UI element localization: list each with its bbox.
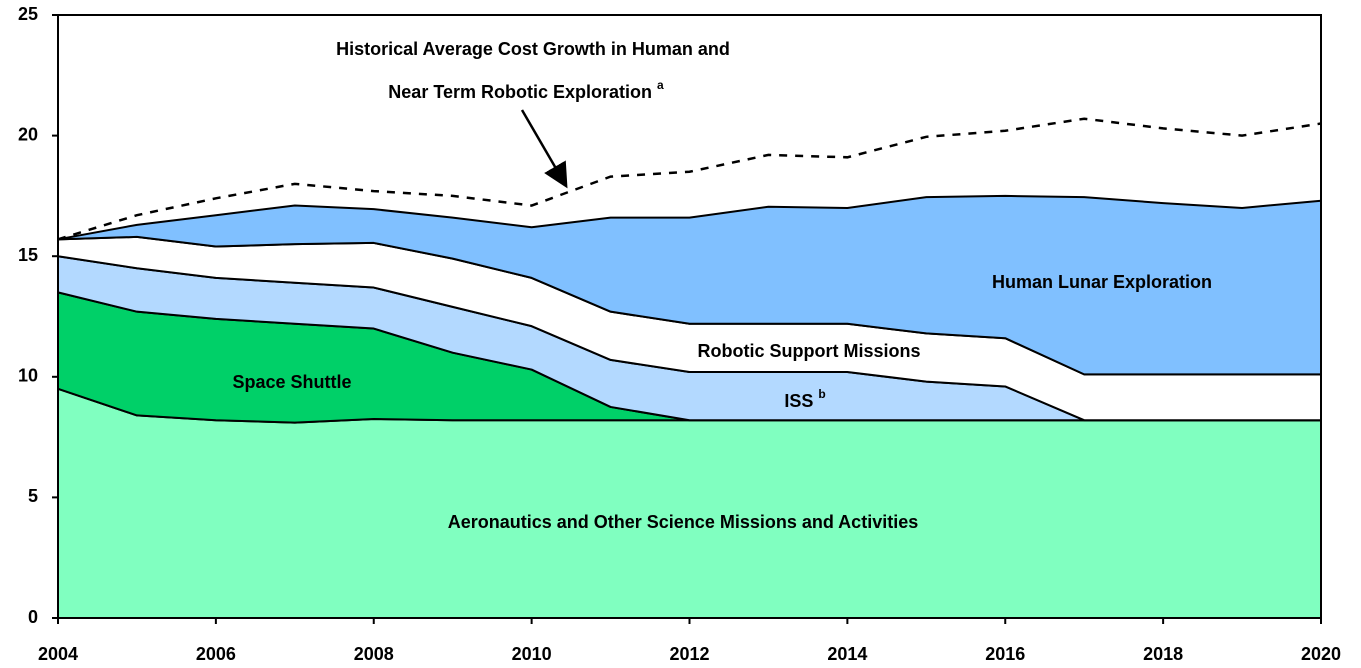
series-label: Aeronautics and Other Science Missions a… (448, 512, 918, 532)
x-tick-label: 2004 (38, 644, 78, 664)
series-name: Space Shuttle (232, 372, 351, 392)
x-tick-label: 2010 (512, 644, 552, 664)
annotation-text: Historical Average Cost Growth in Human … (336, 39, 730, 59)
annotation-arrow (520, 109, 568, 189)
area (57, 387, 1322, 619)
y-tick-label: 25 (18, 4, 38, 24)
footnote-mark: b (818, 387, 825, 401)
x-tick-label: 2016 (985, 644, 1025, 664)
annotation: Historical Average Cost Growth in Human … (336, 39, 730, 59)
x-tick-label: 2014 (827, 644, 867, 664)
x-tick-label: 2006 (196, 644, 236, 664)
series-label: ISS b (784, 387, 825, 411)
annotation: Near Term Robotic Exploration a (388, 78, 664, 102)
y-tick-label: 0 (28, 607, 38, 627)
x-tick-label: 2020 (1301, 644, 1341, 664)
series-label: Robotic Support Missions (698, 341, 921, 361)
y-tick-label: 15 (18, 245, 38, 265)
series-label: Human Lunar Exploration (992, 272, 1212, 292)
y-tick-label: 5 (28, 486, 38, 506)
series-name: Robotic Support Missions (698, 341, 921, 361)
y-tick-label: 20 (18, 124, 38, 144)
series-name: ISS (784, 391, 813, 411)
x-tick-label: 2018 (1143, 644, 1183, 664)
x-tick-label: 2008 (354, 644, 394, 664)
footnote-mark: a (657, 78, 664, 92)
series-name: Aeronautics and Other Science Missions a… (448, 512, 918, 532)
dashed-line (57, 117, 1322, 241)
y-tick-label: 10 (18, 366, 38, 386)
series-label: Space Shuttle (232, 372, 351, 392)
annotation-text: Near Term Robotic Exploration (388, 82, 652, 102)
x-tick-label: 2012 (669, 644, 709, 664)
series-name: Human Lunar Exploration (992, 272, 1212, 292)
